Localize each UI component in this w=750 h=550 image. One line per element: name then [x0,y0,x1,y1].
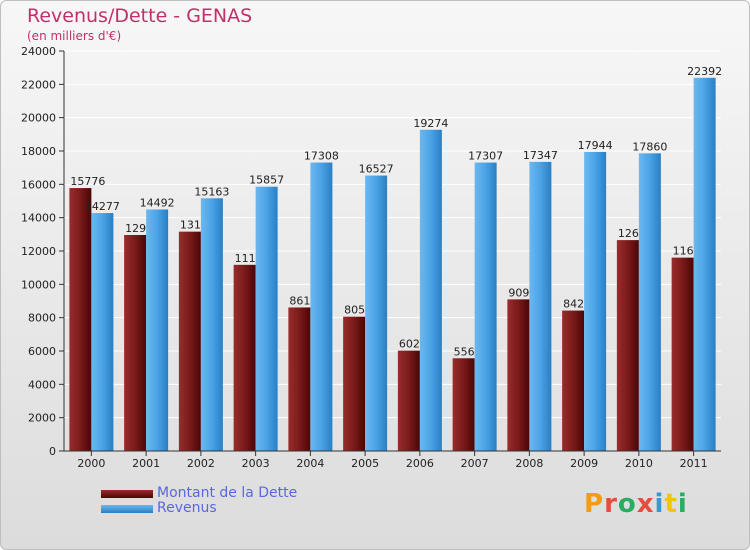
y-tick-label: 14000 [21,212,56,225]
axis-lines [63,51,721,452]
bar-debt [671,257,694,451]
data-label-revenue: 17308 [304,150,339,163]
y-tick-label: 12000 [21,245,56,258]
y-axis-ticks: 0 2000 4000 6000 8000 10000 12000 14000 16000 180… [21,45,64,458]
bars: 1577614277129614492131615163111715857861… [69,65,722,452]
grid-lines [64,50,721,452]
logo-letter: x [636,489,655,519]
bar-debt [233,264,256,451]
bar-revenue [91,213,114,451]
bar-debt [69,188,92,452]
bar-debt [397,350,420,451]
proxiti-logo: Proxiti [584,489,688,519]
legend-label-debt: Montant de la Dette [157,485,298,501]
legend-swatch-debt [101,490,153,498]
bar-revenue [693,77,716,452]
x-tick-label: 2010 [625,457,653,470]
legend-swatch-revenue [101,505,153,513]
bar-debt [507,299,530,451]
chart-title: Revenus/Dette - GENAS [27,5,253,27]
data-label-revenue: 15163 [194,185,229,198]
logo-letter: r [604,489,618,519]
y-tick-label: 20000 [21,112,56,125]
chart-subtitle: (en milliers d'€) [27,29,122,43]
bar-debt [562,310,585,451]
x-tick-label: 2005 [351,457,379,470]
data-label-debt: 15776 [70,175,105,188]
bar-debt [343,316,366,451]
y-tick-label: 6000 [28,345,56,358]
x-tick-label: 2004 [296,457,324,470]
data-label-revenue: 15857 [249,174,284,187]
data-label-revenue: 17347 [523,149,558,162]
data-label-revenue: 19274 [413,117,448,130]
bar-revenue [638,153,661,452]
data-label-revenue: 22392 [687,65,722,78]
y-tick-label: 8000 [28,312,56,325]
logo-letter: t [664,489,678,519]
x-tick-label: 2001 [132,457,160,470]
x-tick-label: 2007 [461,457,489,470]
x-tick-label: 2002 [187,457,215,470]
bar-revenue [365,175,388,452]
y-tick-label: 10000 [21,278,56,291]
data-label-revenue: 14492 [140,196,175,209]
y-tick-label: 16000 [21,178,56,191]
y-tick-label: 24000 [21,45,56,58]
bar-revenue [584,151,607,451]
bar-debt [452,358,475,451]
x-tick-label: 2009 [570,457,598,470]
x-tick-label: 2006 [406,457,434,470]
bar-revenue [419,129,442,451]
data-label-revenue: 16527 [359,163,394,176]
bar-debt [124,234,147,451]
bar-revenue [146,209,169,451]
logo-letter: i [677,489,688,519]
logo-letter: i [654,489,665,519]
bar-revenue [200,198,223,451]
bar-revenue [255,186,278,451]
data-label-revenue: 14277 [85,200,120,213]
bar-revenue [310,162,333,452]
bar-debt [178,231,201,451]
y-tick-label: 18000 [21,145,56,158]
bar-revenue [474,162,497,452]
data-label-revenue: 17307 [468,150,503,163]
x-tick-label: 2011 [680,457,708,470]
x-tick-label: 2000 [77,457,105,470]
bar-revenue [529,161,552,451]
bar-debt [288,307,311,451]
x-axis-ticks: 2000 2001 2002 2003 2004 2005 2006 2007 2008 2009… [77,451,708,470]
bar-debt [616,240,639,451]
x-tick-label: 2008 [515,457,543,470]
logo-letter: o [617,489,637,519]
data-label-revenue: 17944 [578,139,613,152]
legend-label-revenue: Revenus [157,500,217,516]
y-tick-label: 4000 [28,378,56,391]
logo-letter: P [584,489,605,519]
y-tick-label: 2000 [28,412,56,425]
y-tick-label: 22000 [21,78,56,91]
y-tick-label: 0 [49,445,56,458]
data-label-revenue: 17860 [632,140,667,153]
x-tick-label: 2003 [242,457,270,470]
